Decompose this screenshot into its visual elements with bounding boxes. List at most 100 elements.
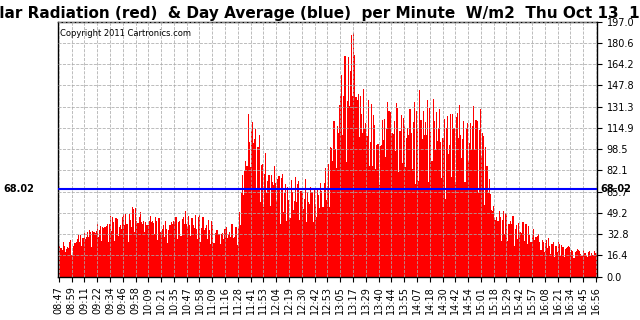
- Bar: [218, 234, 219, 276]
- Bar: [445, 128, 447, 276]
- Bar: [427, 100, 428, 276]
- Bar: [316, 218, 317, 276]
- Bar: [134, 232, 135, 276]
- Bar: [474, 150, 476, 276]
- Bar: [124, 225, 125, 276]
- Bar: [303, 209, 304, 276]
- Bar: [289, 218, 291, 276]
- Bar: [564, 249, 566, 276]
- Bar: [140, 212, 141, 276]
- Bar: [242, 175, 243, 276]
- Bar: [66, 249, 67, 276]
- Bar: [535, 237, 536, 276]
- Bar: [458, 138, 459, 276]
- Bar: [165, 221, 166, 276]
- Bar: [81, 246, 83, 276]
- Bar: [123, 214, 124, 276]
- Bar: [239, 212, 240, 276]
- Bar: [89, 229, 90, 276]
- Bar: [166, 229, 167, 276]
- Bar: [416, 111, 417, 276]
- Bar: [388, 111, 390, 276]
- Bar: [312, 221, 314, 276]
- Bar: [323, 207, 324, 276]
- Bar: [459, 105, 460, 276]
- Bar: [438, 128, 439, 276]
- Bar: [348, 57, 349, 276]
- Bar: [212, 225, 214, 276]
- Bar: [193, 225, 194, 276]
- Bar: [572, 251, 573, 276]
- Bar: [172, 224, 173, 276]
- Bar: [246, 166, 248, 276]
- Bar: [131, 227, 132, 276]
- Bar: [244, 171, 245, 276]
- Bar: [122, 217, 123, 276]
- Bar: [390, 133, 392, 276]
- Bar: [511, 224, 512, 276]
- Bar: [234, 237, 236, 276]
- Bar: [509, 220, 511, 276]
- Bar: [276, 201, 277, 276]
- Bar: [78, 235, 79, 276]
- Bar: [468, 161, 469, 276]
- Bar: [508, 223, 509, 276]
- Bar: [473, 106, 474, 276]
- Bar: [467, 123, 468, 276]
- Bar: [250, 167, 251, 276]
- Bar: [333, 121, 335, 276]
- Bar: [133, 209, 134, 276]
- Bar: [306, 222, 307, 276]
- Bar: [230, 237, 231, 276]
- Bar: [428, 182, 429, 276]
- Bar: [349, 106, 350, 276]
- Bar: [233, 238, 234, 276]
- Bar: [431, 161, 433, 276]
- Bar: [99, 230, 100, 276]
- Bar: [232, 224, 233, 276]
- Bar: [524, 241, 525, 276]
- Bar: [403, 118, 404, 276]
- Bar: [249, 141, 250, 276]
- Bar: [283, 212, 284, 276]
- Bar: [186, 224, 187, 276]
- Bar: [65, 252, 66, 276]
- Bar: [581, 256, 582, 276]
- Bar: [60, 248, 61, 276]
- Bar: [329, 207, 330, 276]
- Bar: [338, 133, 339, 276]
- Bar: [197, 239, 198, 276]
- Bar: [113, 222, 115, 276]
- Bar: [231, 224, 232, 276]
- Bar: [148, 221, 150, 276]
- Bar: [335, 168, 337, 276]
- Bar: [532, 229, 534, 276]
- Bar: [588, 252, 589, 276]
- Bar: [435, 150, 436, 276]
- Bar: [138, 223, 139, 276]
- Bar: [593, 255, 595, 276]
- Bar: [418, 181, 419, 276]
- Bar: [72, 246, 74, 276]
- Bar: [479, 130, 480, 276]
- Bar: [486, 166, 488, 276]
- Bar: [494, 218, 495, 276]
- Bar: [559, 244, 560, 276]
- Bar: [241, 193, 242, 276]
- Bar: [77, 239, 78, 276]
- Bar: [480, 109, 481, 276]
- Bar: [272, 182, 273, 276]
- Bar: [155, 217, 156, 276]
- Bar: [525, 224, 526, 276]
- Bar: [298, 181, 300, 276]
- Bar: [569, 246, 570, 276]
- Bar: [159, 232, 161, 276]
- Bar: [448, 154, 449, 276]
- Bar: [315, 204, 316, 276]
- Bar: [275, 183, 276, 276]
- Bar: [414, 101, 415, 276]
- Bar: [485, 147, 486, 276]
- Bar: [424, 134, 425, 276]
- Bar: [437, 141, 438, 276]
- Bar: [398, 172, 399, 276]
